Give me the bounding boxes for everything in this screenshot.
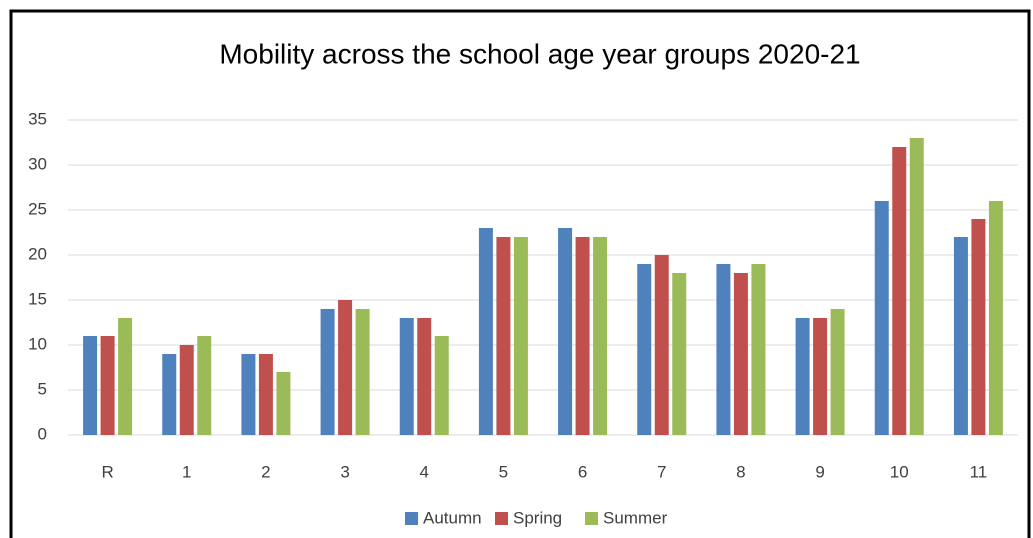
bar xyxy=(830,309,845,435)
bar xyxy=(813,318,828,435)
x-tick-label: 1 xyxy=(182,462,191,481)
bar xyxy=(496,237,511,435)
bar xyxy=(953,237,968,435)
bar xyxy=(355,309,370,435)
chart-title: Mobility across the school age year grou… xyxy=(219,38,860,69)
bar xyxy=(593,237,608,435)
x-tick-label: 6 xyxy=(578,462,587,481)
bar xyxy=(909,138,924,435)
x-tick-label: 9 xyxy=(815,462,824,481)
bar xyxy=(751,264,766,435)
bar xyxy=(434,336,449,435)
bar xyxy=(637,264,652,435)
bar xyxy=(478,228,493,435)
bar xyxy=(575,237,590,435)
bar xyxy=(100,336,115,435)
bar xyxy=(197,336,212,435)
bar xyxy=(320,309,335,435)
bar xyxy=(241,354,256,435)
bar xyxy=(558,228,573,435)
x-tick-label: 8 xyxy=(736,462,745,481)
bar xyxy=(672,273,687,435)
y-tick-label: 0 xyxy=(38,424,47,443)
bar xyxy=(399,318,414,435)
y-tick-label: 10 xyxy=(28,334,47,353)
bar xyxy=(892,147,907,435)
x-tick-label: 2 xyxy=(261,462,270,481)
bar xyxy=(179,345,194,435)
legend-swatch xyxy=(405,512,418,525)
x-tick-label: 4 xyxy=(420,462,429,481)
bar xyxy=(338,300,353,435)
bar xyxy=(795,318,810,435)
legend-swatch xyxy=(495,512,508,525)
x-tick-label: 11 xyxy=(970,462,988,481)
legend-label: Summer xyxy=(603,508,668,527)
bar xyxy=(874,201,889,435)
legend-label: Spring xyxy=(513,508,562,527)
bar xyxy=(258,354,273,435)
y-tick-label: 35 xyxy=(28,109,47,128)
chart-border xyxy=(9,9,1031,538)
y-tick-label: 20 xyxy=(28,244,47,263)
y-tick-label: 15 xyxy=(28,289,47,308)
y-tick-label: 5 xyxy=(38,379,47,398)
bar xyxy=(716,264,731,435)
y-tick-label: 25 xyxy=(28,199,47,218)
bar xyxy=(118,318,133,435)
bar xyxy=(162,354,177,435)
bar xyxy=(971,219,986,435)
y-tick-label: 30 xyxy=(28,154,47,173)
bar xyxy=(988,201,1003,435)
bar xyxy=(513,237,528,435)
x-tick-label: R xyxy=(101,462,113,481)
x-tick-label: 3 xyxy=(340,462,349,481)
bar xyxy=(417,318,432,435)
x-tick-label: 10 xyxy=(890,462,909,481)
bar xyxy=(733,273,748,435)
legend-swatch xyxy=(585,512,598,525)
x-tick-label: 7 xyxy=(657,462,666,481)
bar xyxy=(83,336,98,435)
legend-label: Autumn xyxy=(423,508,482,527)
bar xyxy=(276,372,291,435)
x-tick-label: 5 xyxy=(499,462,508,481)
bar xyxy=(654,255,669,435)
